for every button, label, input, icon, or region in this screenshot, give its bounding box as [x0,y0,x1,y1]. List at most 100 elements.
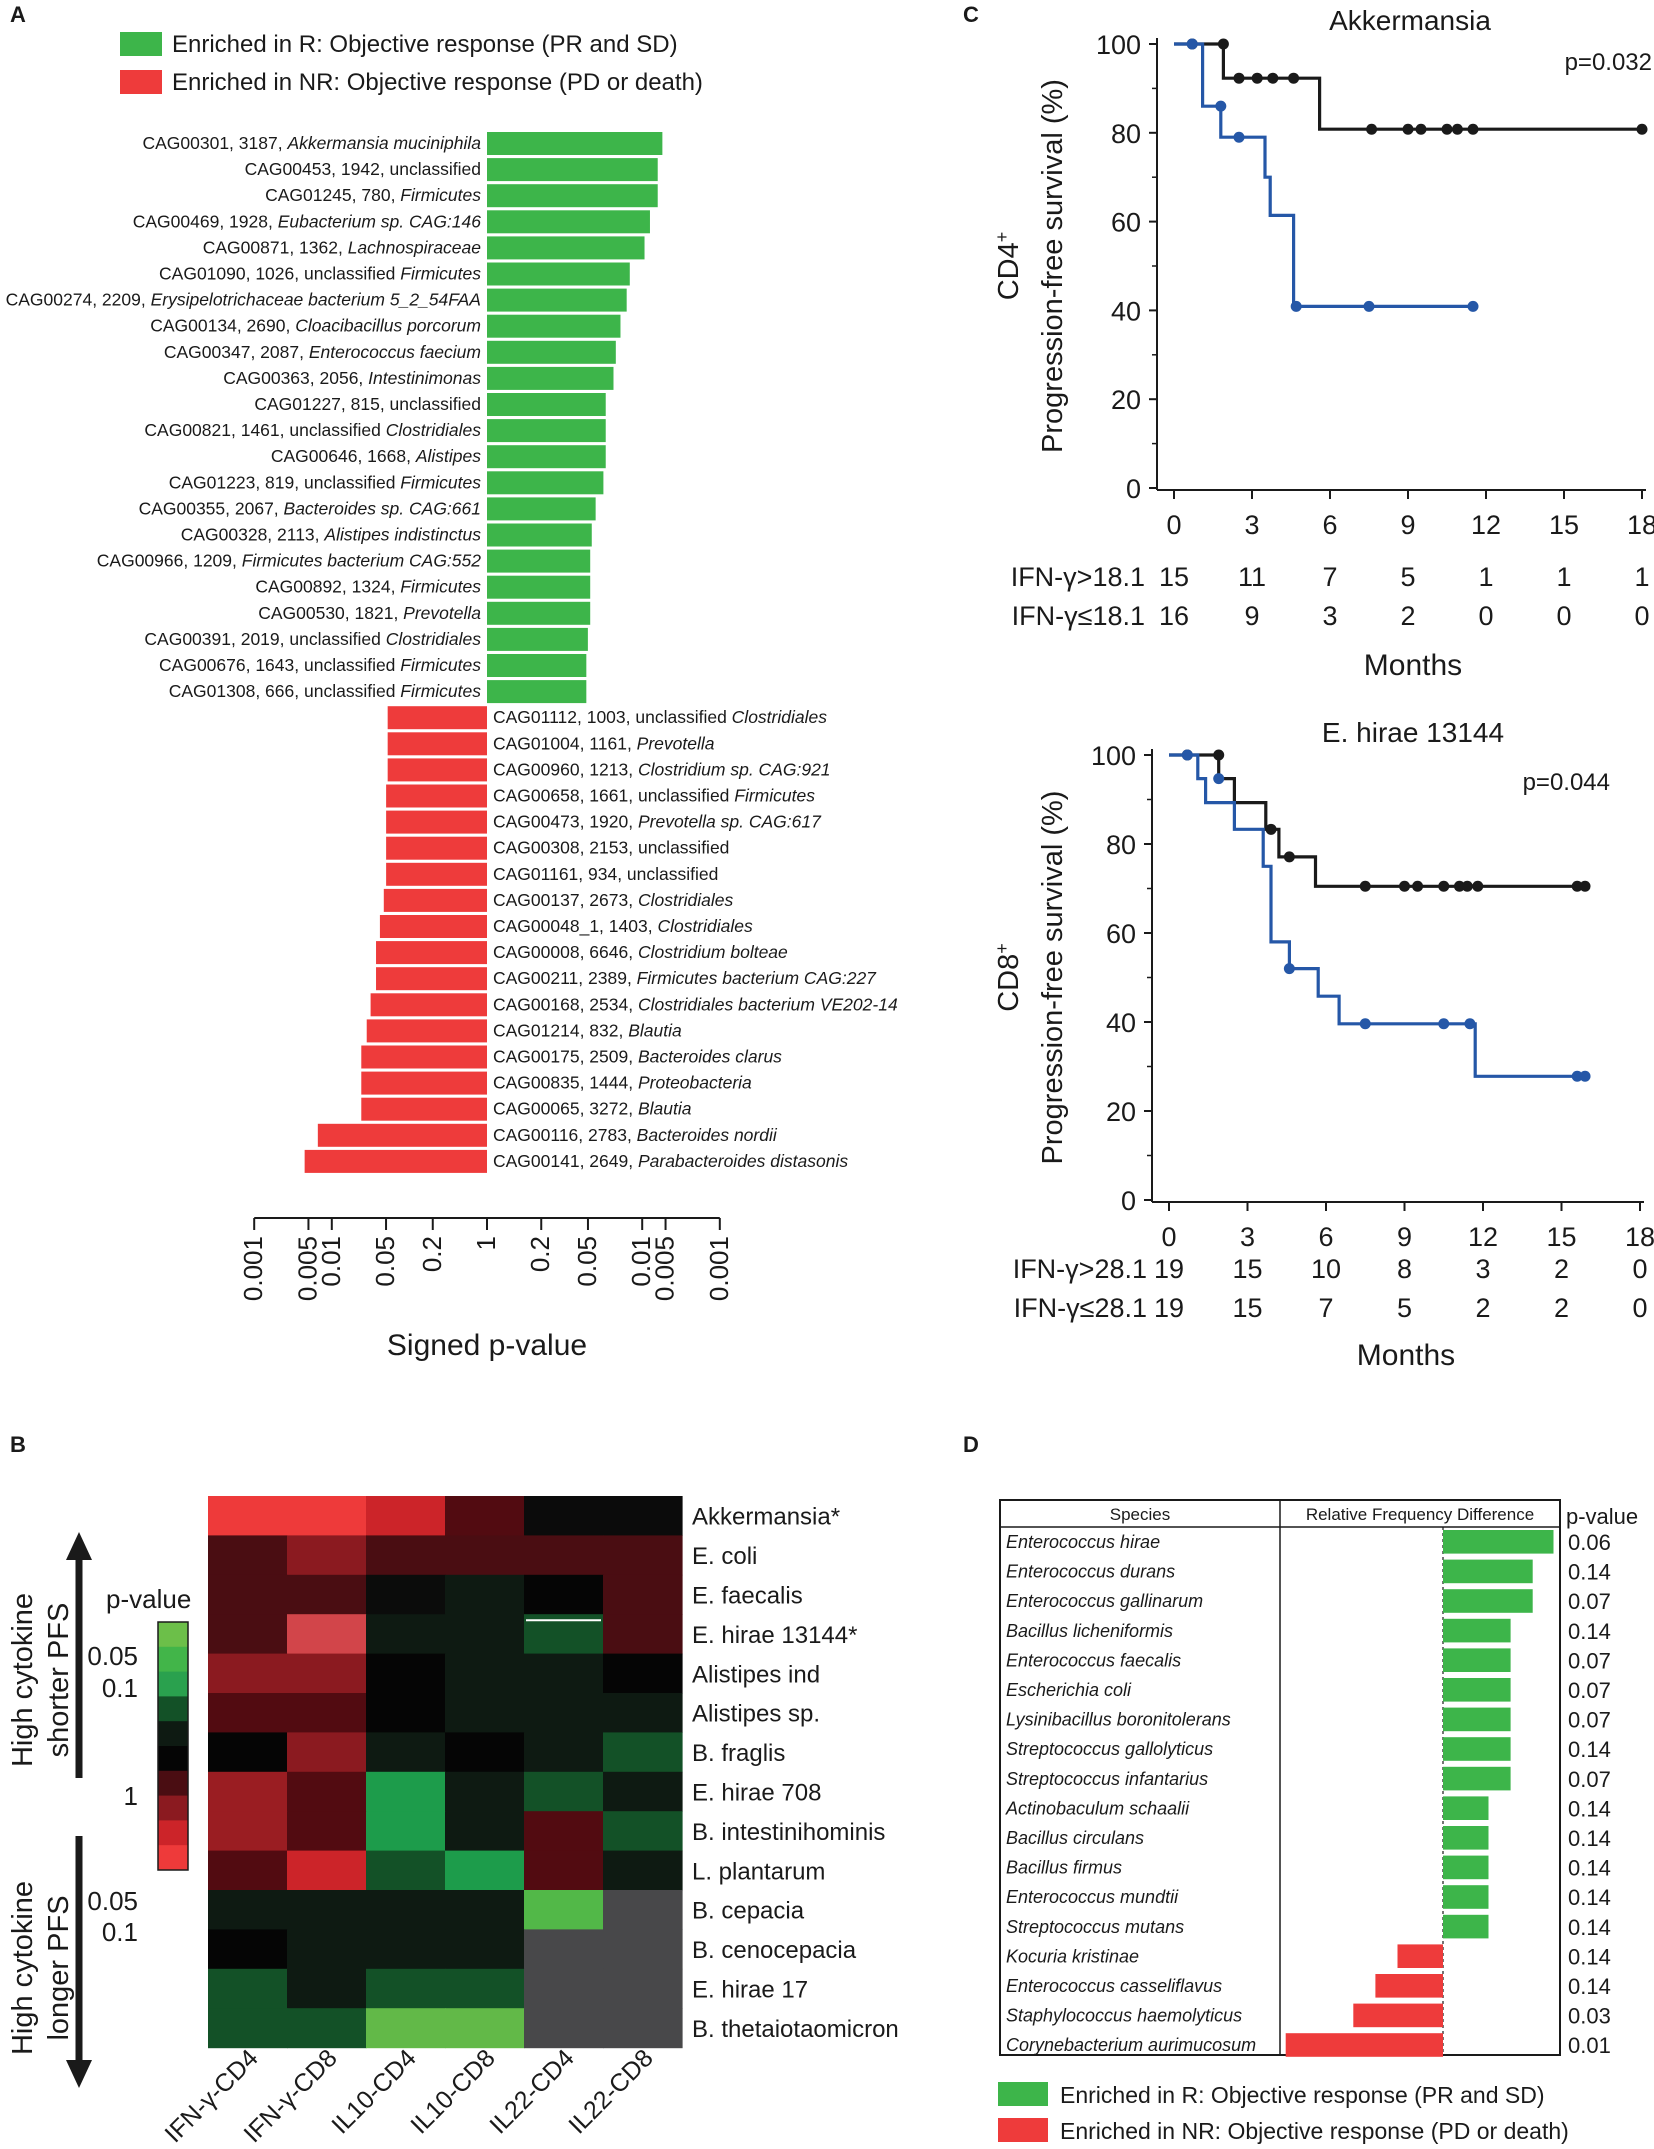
heatmap-cell [445,1693,525,1733]
heatmap-cell [603,1653,683,1694]
y-tick-label: 100 [1091,741,1136,771]
bar-label-id: CAG00175, 2509, [493,1047,638,1067]
heatmap-cell [445,1535,525,1576]
heatmap-column-label: IL10-CD4 [326,2044,422,2140]
bar-label-id: CAG00966, 1209, [97,551,242,571]
heatmap-row-label: B. cepacia [692,1898,805,1925]
risk-count: 0 [1478,601,1493,631]
bar [304,1149,487,1173]
bar-label-id: CAG00347, 2087, [164,342,309,362]
species-pvalue: 0.06 [1568,1530,1611,1555]
heatmap-cell [524,1850,604,1891]
bar-label-id: CAG00391, 2019, unclassified [144,629,385,649]
bar-label-taxon: Akkermansia muciniphila [286,133,481,153]
censor-mark [1366,123,1378,135]
bar-label-id: CAG01214, 832, [493,1020,628,1040]
risk-count: 0 [1632,1293,1647,1323]
heatmap-cell [208,1890,288,1930]
bar [487,680,587,704]
species-name: Kocuria kristinae [1006,1946,1139,1966]
legend-label: Enriched in R: Objective response (PR an… [172,31,678,58]
species-pvalue: 0.14 [1568,1944,1611,1969]
bar-label-taxon: Cloacibacillus porcorum [295,316,481,336]
panel-label-b: B [10,1432,26,1457]
heatmap-cell [445,1496,525,1536]
risk-count: 19 [1154,1293,1184,1323]
censor-mark [1213,749,1225,761]
heatmap-cell [445,1929,525,1970]
bar [361,1045,487,1069]
bar [487,523,592,547]
censor-mark [1415,123,1427,135]
bar-label-id: CAG00274, 2209, [6,290,151,310]
censor-mark [1265,823,1277,835]
bar-label: CAG00646, 1668, Alistipes [271,446,481,466]
scale-label: 1 [124,1781,138,1811]
heatmap-cell [524,1890,604,1930]
bar-label: CAG00363, 2056, Intestinimonas [223,368,481,388]
bar [487,288,627,312]
bar-label: CAG00008, 6646, Clostridium bolteae [493,942,788,962]
heatmap-row-label: E. hirae 708 [692,1780,821,1807]
y-axis-title: Progression-free survival (%) [1037,791,1069,1165]
censor-mark [1217,38,1229,50]
x-tick-label: 0.005 [292,1236,322,1301]
bar [487,210,650,234]
km-curve [1174,42,1473,308]
rfd-bar [1443,1678,1511,1702]
bar [487,497,596,521]
bar-label-taxon: Firmicutes [400,472,481,492]
bar [376,941,487,965]
species-pvalue: 0.07 [1568,1708,1611,1733]
bar-label-taxon: Firmicutes [400,577,481,597]
x-axis-title: Months [1364,649,1462,682]
bar [487,132,663,155]
bar-label: CAG00134, 2690, Cloacibacillus porcorum [150,316,481,336]
x-tick-label: 6 [1322,510,1337,540]
bar [386,810,487,834]
bar-label: CAG00137, 2673, Clostridiales [493,890,734,910]
bar-label: CAG00391, 2019, unclassified Clostridial… [144,629,481,649]
species-pvalue: 0.14 [1568,1737,1611,1762]
heatmap-row-label: Akkermansia* [692,1504,840,1531]
scale-swatch [158,1820,188,1846]
x-tick-label: 15 [1546,1222,1576,1252]
bar-label-id: CAG00116, 2783, [493,1125,637,1145]
species-pvalue: 0.14 [1568,1974,1611,1999]
heatmap-cell [287,1968,367,2009]
bar-label: CAG01308, 666, unclassified Firmicutes [169,681,481,701]
bar-label-id: CAG00363, 2056, [223,368,368,388]
species-pvalue: 0.07 [1568,1678,1611,1703]
x-tick-label: 12 [1471,510,1501,540]
bar-label-taxon: Firmicutes bacterium CAG:227 [637,968,878,988]
bar-label: CAG00347, 2087, Enterococcus faecium [164,342,481,362]
risk-count: 1 [1556,562,1571,592]
scale-label: 0.1 [102,1917,138,1947]
species-name: Enterococcus mundtii [1006,1887,1179,1907]
rfd-bar [1443,1707,1511,1732]
heatmap-column-label: IL10-CD8 [405,2044,500,2139]
km-title: Akkermansia [1329,5,1491,36]
bar-label: CAG00211, 2389, Firmicutes bacterium CAG… [493,968,877,988]
heatmap-column-label: IL22-CD8 [563,2044,658,2139]
censor-mark [1571,1070,1583,1082]
bar-label-id: CAG00355, 2067, [139,498,284,518]
bar-label-id: CAG00065, 3272, [493,1099,638,1119]
bar-label-taxon: Clostridiales [732,707,828,727]
bar [366,1019,487,1043]
bar-label-taxon: Firmicutes [400,655,481,675]
y-axis-group-main: CD8 [993,954,1025,1012]
y-axis-group-main: CD4 [993,242,1025,300]
heatmap-cell [208,1929,288,1970]
species-name: Enterococcus faecalis [1006,1650,1181,1670]
bar-label-id: CAG00328, 2113, [181,525,325,545]
bar-label-taxon: Enterococcus faecium [309,342,481,362]
bar-label: CAG00835, 1444, Proteobacteria [493,1073,752,1093]
heatmap-row-label: Alistipes sp. [692,1701,820,1728]
heatmap-cell [603,1929,683,1970]
bar-label-id: CAG00821, 1461, unclassified [144,420,385,440]
legend-swatch [998,2118,1048,2142]
rfd-bar [1353,2003,1443,2028]
censor-mark [1283,963,1295,975]
bar-label: CAG01112, 1003, unclassified Clostridial… [493,707,827,727]
